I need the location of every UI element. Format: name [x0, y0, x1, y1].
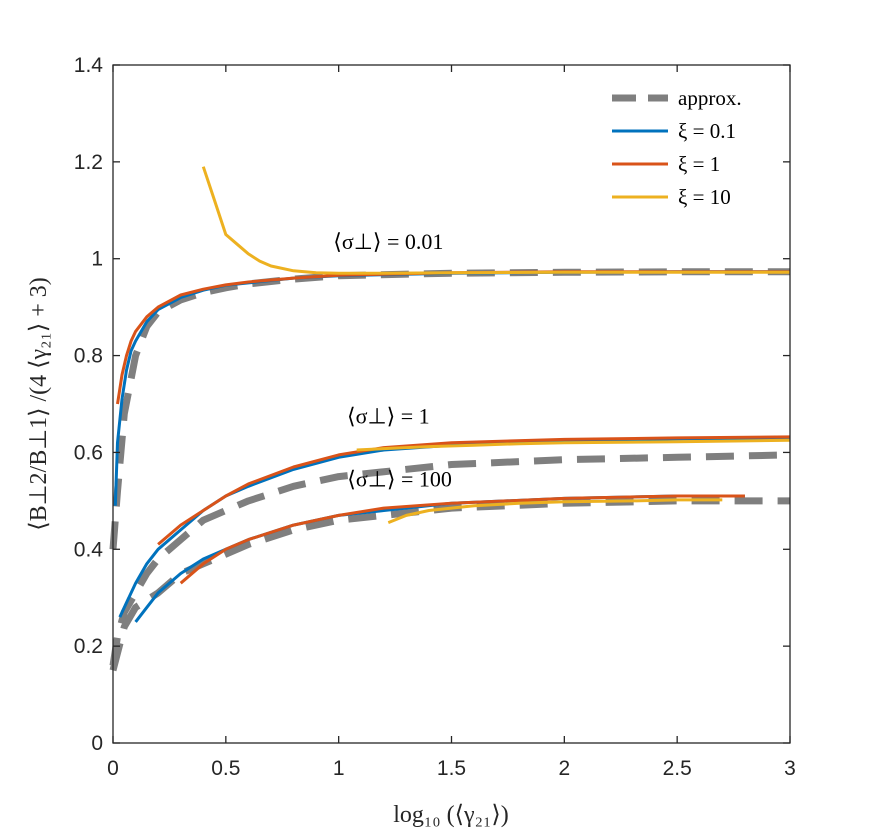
legend-label: ξ = 1	[678, 152, 720, 176]
y-tick-label: 0.4	[74, 538, 104, 561]
series-line-8	[179, 494, 745, 585]
curve-annotation: ⟨σ⊥⟩ = 100	[347, 466, 452, 491]
x-tick-label: 0.5	[211, 757, 240, 780]
series-line-11	[387, 498, 723, 524]
series-line-0	[109, 268, 790, 550]
curve-annotation: ⟨σ⊥⟩ = 1	[347, 403, 430, 428]
y-tick-label: 0.6	[74, 441, 103, 464]
annotation-layer: ⟨σ⊥⟩ = 0.01 ⟨σ⊥⟩ = 1 ⟨σ⊥⟩ = 100	[333, 229, 452, 491]
y-tick-label: 0.2	[74, 635, 103, 658]
x-tick-label: 1	[333, 757, 345, 780]
axis-layer: 0 0.5 1 1.5 2 2.5 3 0 0.2 0.4 0.6 0.8 1 1.2 1.4	[74, 54, 796, 780]
x-tick-label: 1.5	[437, 757, 466, 780]
curve-annotation: ⟨σ⊥⟩ = 0.01	[333, 229, 443, 254]
x-tick-label: 3	[784, 757, 796, 780]
series-line-7	[157, 435, 791, 546]
y-tick-label: 1	[91, 248, 103, 271]
legend-label: ξ = 10	[678, 185, 731, 209]
legend-label: ξ = 0.1	[678, 119, 736, 143]
legend: approx. ξ = 0.1 ξ = 1 ξ = 10	[600, 78, 782, 214]
x-tick-label: 2	[558, 757, 570, 780]
series-line-2	[109, 497, 790, 672]
y-tick-label: 0	[91, 732, 103, 755]
series-layer	[109, 166, 791, 672]
x-tick-label: 2.5	[663, 757, 692, 780]
x-tick-label: 0	[107, 757, 119, 780]
series-line-10	[356, 438, 791, 452]
series-line-9	[201, 166, 790, 275]
y-tick-label: 1.2	[74, 151, 103, 174]
y-axis-label: ⟨B⊥2/B⊥1⟩ /(4 ⟨γ₂₁⟩ + 3)	[26, 277, 52, 530]
y-tick-label: 1.4	[74, 54, 104, 77]
legend-label: approx.	[678, 86, 742, 110]
series-line-1	[109, 451, 791, 667]
x-axis-label: log₁₀ (⟨γ₂₁⟩)	[393, 802, 508, 828]
y-tick-label: 0.8	[74, 345, 103, 368]
